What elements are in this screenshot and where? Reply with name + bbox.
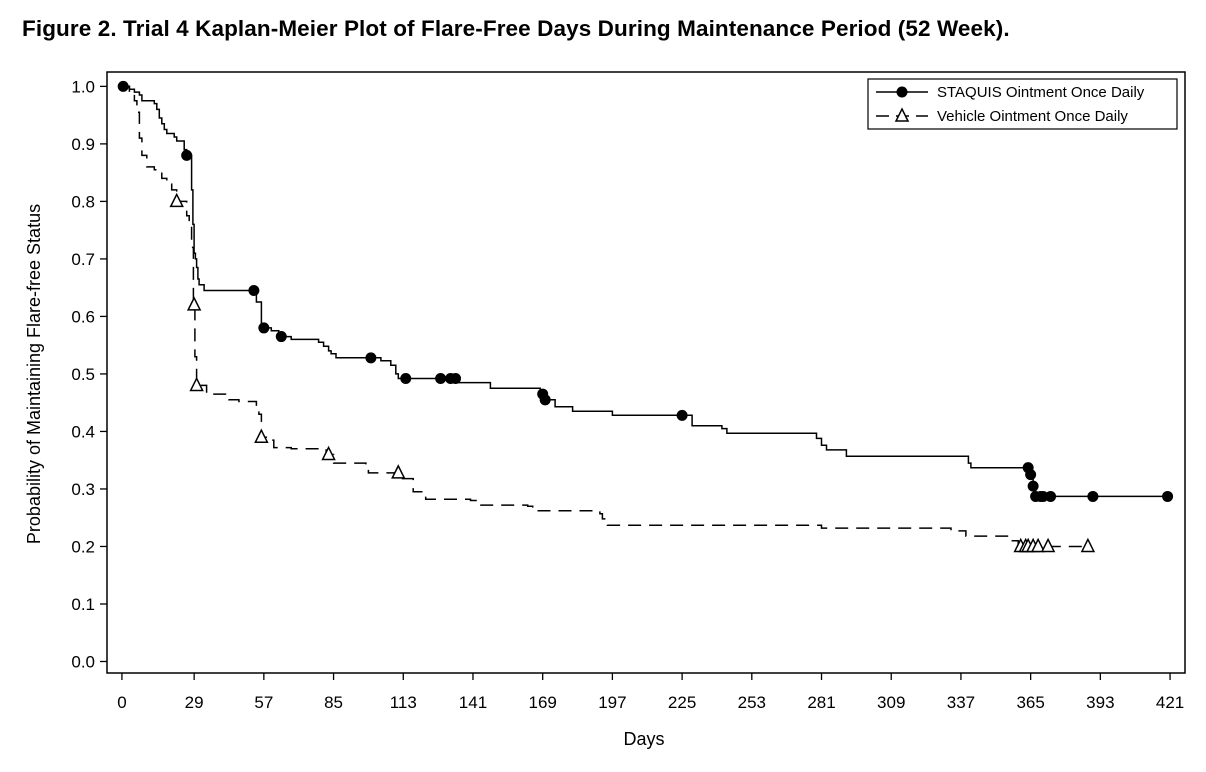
- y-tick-label: 0.9: [71, 135, 95, 154]
- y-tick-label: 0.6: [71, 307, 95, 326]
- legend-marker-vehicle: [894, 107, 910, 122]
- x-tick-label: 85: [324, 693, 343, 712]
- legend-box: [867, 78, 1178, 130]
- vehicle-censor-marker: [1040, 537, 1056, 553]
- staquis-censor-marker: [1045, 490, 1057, 502]
- x-tick-label: 421: [1156, 693, 1184, 712]
- x-tick-label: 225: [668, 693, 696, 712]
- figure-title: Figure 2. Trial 4 Kaplan-Meier Plot of F…: [22, 16, 1010, 41]
- vehicle-censor-marker: [1030, 537, 1046, 553]
- y-tick-label: 0.0: [71, 652, 95, 671]
- staquis-survival-line: [121, 85, 1171, 498]
- x-tick-label: 337: [947, 693, 975, 712]
- legend-label-staquis: STAQUIS Ointment Once Daily: [937, 84, 1145, 101]
- x-tick-label: 169: [528, 693, 556, 712]
- staquis-censor-marker: [258, 322, 270, 334]
- y-tick-label: 0.7: [71, 250, 95, 269]
- x-tick-label: 113: [390, 693, 417, 712]
- x-tick-label: 0: [117, 693, 126, 712]
- staquis-censor-marker: [1162, 490, 1174, 502]
- legend-marker-staquis: [896, 86, 908, 98]
- y-axis: 0.0 0.1 0.2 0.3 0.4 0.5 0.6 0.7 0.8 0.9 1.0: [71, 77, 107, 671]
- x-tick-label: 309: [877, 693, 905, 712]
- y-tick-label: 1.0: [71, 77, 95, 96]
- staquis-censor-marker: [248, 285, 260, 297]
- y-tick-label: 0.8: [71, 192, 95, 211]
- y-tick-label: 0.4: [71, 422, 95, 441]
- x-tick-label: 253: [738, 693, 766, 712]
- x-axis-title: Days: [623, 729, 664, 749]
- x-tick-label: 141: [459, 693, 487, 712]
- y-axis-title: Probability of Maintaining Flare-free St…: [24, 204, 44, 544]
- vehicle-censor-marker: [186, 296, 202, 311]
- y-tick-label: 0.5: [71, 365, 95, 384]
- staquis-censor-marker: [1027, 480, 1039, 492]
- staquis-censor-marker: [676, 409, 688, 421]
- staquis-censor-marker: [539, 394, 551, 406]
- x-axis: 0 29 57 85 113 141 169 197 225 253 281 309 337 365 393…: [117, 673, 1184, 712]
- x-tick-label: 29: [185, 693, 204, 712]
- staquis-censor-marker: [1087, 490, 1099, 502]
- staquis-censor-marker: [181, 149, 193, 161]
- vehicle-censor-marker: [189, 376, 204, 392]
- legend: STAQUIS Ointment Once Daily Vehicle Oint…: [867, 78, 1178, 130]
- staquis-censor-marker: [275, 331, 287, 343]
- plot-frame: [106, 71, 1186, 674]
- x-tick-label: 393: [1086, 693, 1114, 712]
- legend-label-vehicle: Vehicle Ointment Once Daily: [937, 108, 1128, 125]
- vehicle-censor-marker: [1080, 537, 1096, 553]
- vehicle-censor-marker: [254, 428, 269, 443]
- staquis-censor-marker: [435, 373, 447, 385]
- staquis-censor-marker: [450, 373, 462, 385]
- x-tick-label: 197: [598, 693, 626, 712]
- y-tick-label: 0.2: [71, 537, 95, 556]
- staquis-censor-marker: [400, 373, 412, 385]
- series-layer: [117, 80, 1174, 553]
- staquis-censor-marker: [1025, 469, 1037, 481]
- vehicle-censor-marker: [321, 445, 336, 461]
- vehicle-censor-marker: [391, 464, 406, 479]
- y-tick-label: 0.3: [71, 480, 95, 499]
- x-tick-label: 281: [807, 693, 835, 712]
- x-tick-label: 365: [1016, 693, 1044, 712]
- x-tick-label: 57: [254, 693, 273, 712]
- vehicle-censor-marker: [169, 192, 184, 208]
- staquis-censor-marker: [365, 352, 377, 364]
- vehicle-survival-line: [121, 85, 1088, 548]
- y-tick-label: 0.1: [71, 595, 95, 614]
